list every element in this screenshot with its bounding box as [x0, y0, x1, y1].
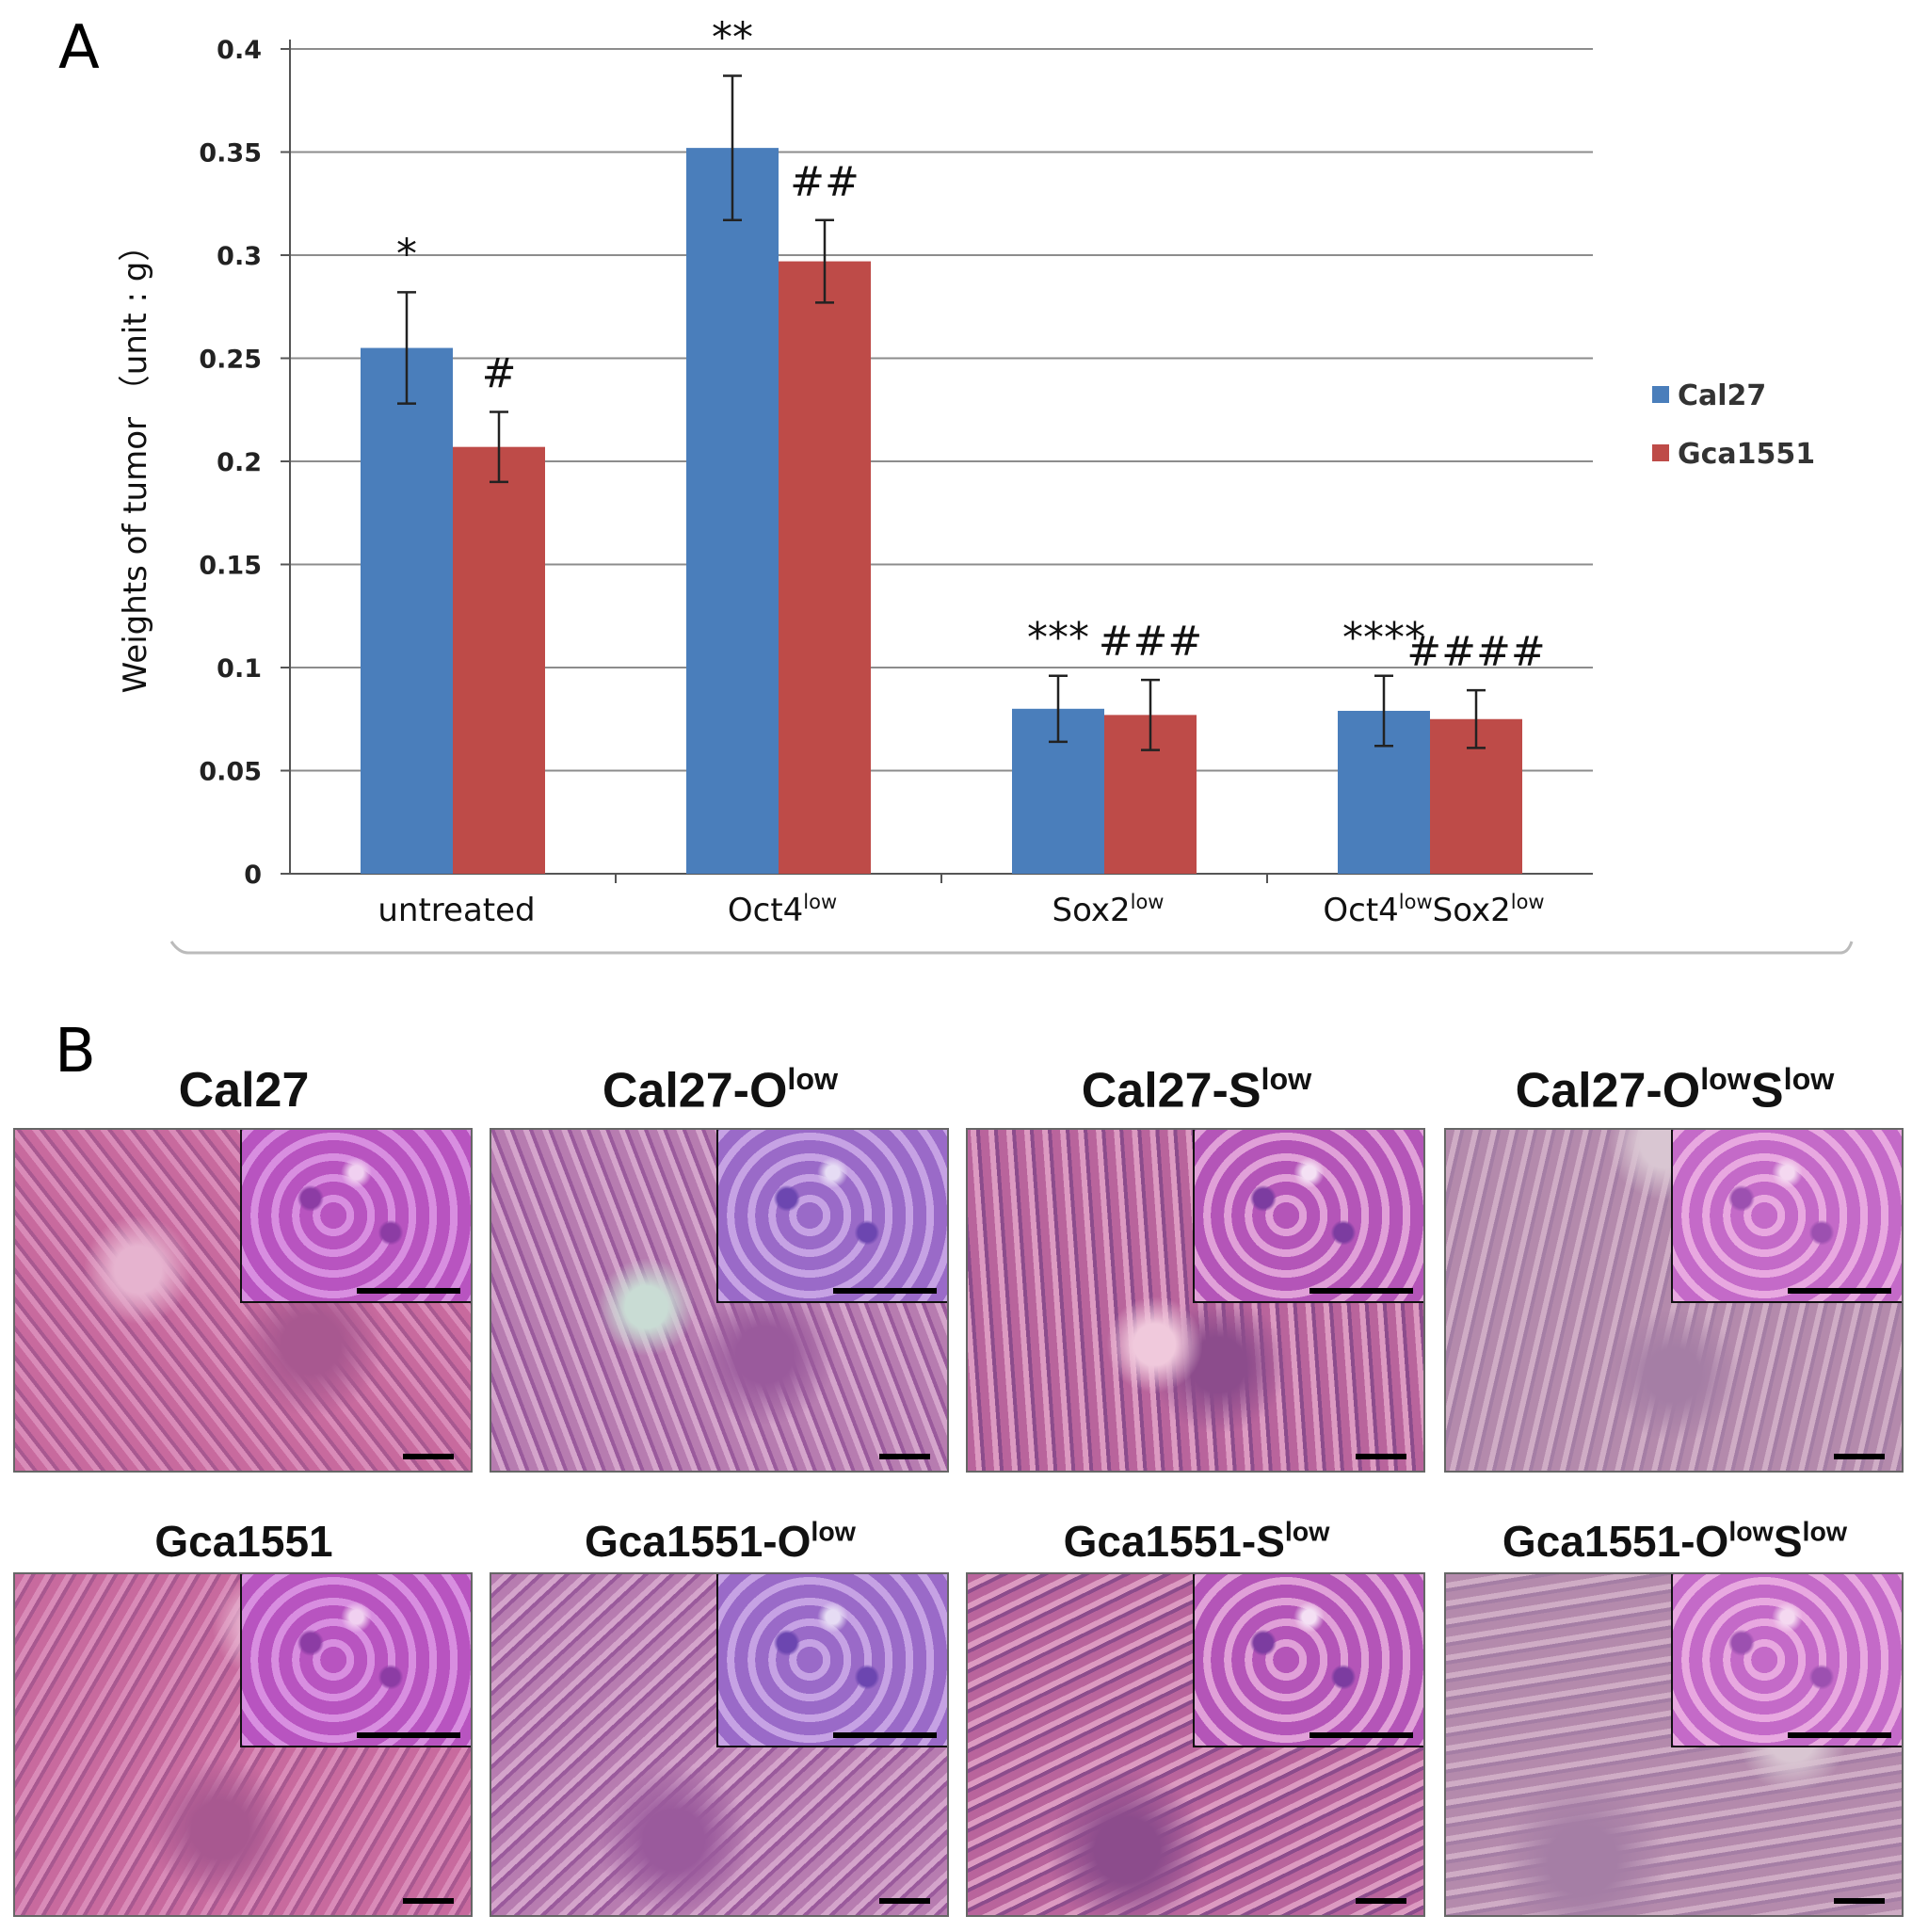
inset-scale-bar: [833, 1288, 937, 1294]
histology-inset: [240, 1574, 471, 1747]
scale-bar: [403, 1454, 454, 1459]
y-tick-label: 0.3: [217, 242, 262, 271]
histology-title: Cal27-OlowSlow: [1515, 1062, 1835, 1119]
bar-cal27: [361, 347, 453, 874]
histology-title: Cal27-Slow: [1081, 1062, 1312, 1119]
significance-mark: ***: [1027, 614, 1089, 662]
histology-title: Gca1551: [154, 1517, 333, 1566]
histology-inset: [716, 1574, 947, 1747]
inset-scale-bar: [1788, 1288, 1891, 1294]
scale-bar: [1356, 1454, 1406, 1459]
histology-image: [490, 1572, 949, 1917]
histology-image: [966, 1572, 1425, 1917]
histology-title: Gca1551-OlowSlow: [1502, 1517, 1848, 1566]
inset-scale-bar: [833, 1732, 937, 1738]
histology-title: Gca1551-Olow: [585, 1517, 856, 1566]
legend-swatch-cal27: [1652, 386, 1669, 403]
histology-inset: [716, 1130, 947, 1303]
histology-title: Cal27: [178, 1063, 310, 1118]
histology-image: [13, 1128, 473, 1473]
significance-mark: ##: [790, 158, 860, 206]
histology-image: [966, 1128, 1425, 1473]
histology-inset: [1671, 1574, 1902, 1747]
y-tick-label: 0.4: [217, 36, 262, 65]
y-tick-label: 0.35: [199, 139, 262, 169]
scale-bar: [1834, 1898, 1885, 1904]
histology-title: Cal27-Olow: [602, 1062, 839, 1119]
inset-scale-bar: [357, 1732, 460, 1738]
x-tick-label: Oct4low​Sox2low​: [1323, 891, 1544, 929]
histology-title: Gca1551-Slow: [1063, 1517, 1330, 1566]
panel-bracket: [169, 941, 1854, 955]
scale-bar: [879, 1454, 930, 1459]
bar-gca1551: [779, 261, 871, 874]
scale-bar: [403, 1898, 454, 1904]
inset-scale-bar: [1309, 1288, 1413, 1294]
y-tick-label: 0.1: [217, 654, 262, 684]
significance-mark: ###: [1099, 618, 1203, 666]
scale-bar: [879, 1898, 930, 1904]
x-tick-label: Sox2low​: [1052, 891, 1165, 929]
y-axis-title: Weights of tumor （unit : g）: [117, 230, 154, 694]
significance-mark: #: [482, 349, 517, 397]
legend-label-cal27: Cal27: [1678, 379, 1766, 412]
panel-b-label: B: [55, 1017, 96, 1087]
significance-mark: ####: [1406, 628, 1545, 676]
y-tick-label: 0.15: [199, 552, 262, 581]
inset-scale-bar: [1309, 1732, 1413, 1738]
histology-inset: [1671, 1130, 1902, 1303]
histology-image: [13, 1572, 473, 1917]
histology-inset: [1193, 1574, 1423, 1747]
y-tick-label: 0.05: [199, 758, 262, 787]
legend-label-gca1551: Gca1551: [1678, 438, 1815, 471]
x-tick-label: Oct4low​: [728, 891, 837, 929]
scale-bar: [1356, 1898, 1406, 1904]
x-tick-label: untreated: [378, 892, 535, 929]
y-tick-label: 0.25: [199, 346, 262, 375]
legend-swatch-gca1551: [1652, 444, 1669, 461]
significance-mark: **: [712, 13, 753, 61]
significance-mark: ****: [1342, 614, 1425, 662]
inset-scale-bar: [357, 1288, 460, 1294]
y-tick-label: 0.2: [217, 448, 262, 477]
histology-image: [1444, 1572, 1904, 1917]
histology-inset: [240, 1130, 471, 1303]
panel-a-label: A: [58, 13, 100, 83]
histology-image: [1444, 1128, 1904, 1473]
inset-scale-bar: [1788, 1732, 1891, 1738]
significance-mark: *: [396, 230, 417, 278]
scale-bar: [1834, 1454, 1885, 1459]
y-tick-label: 0: [244, 861, 262, 890]
histology-inset: [1193, 1130, 1423, 1303]
bar-gca1551: [453, 446, 545, 874]
histology-image: [490, 1128, 949, 1473]
bar-cal27: [686, 148, 779, 874]
bar-chart: 0 0.05 0.1 0.15 0.2 0.25 0.3 0.35 0.4 Weights of …: [117, 13, 1854, 955]
